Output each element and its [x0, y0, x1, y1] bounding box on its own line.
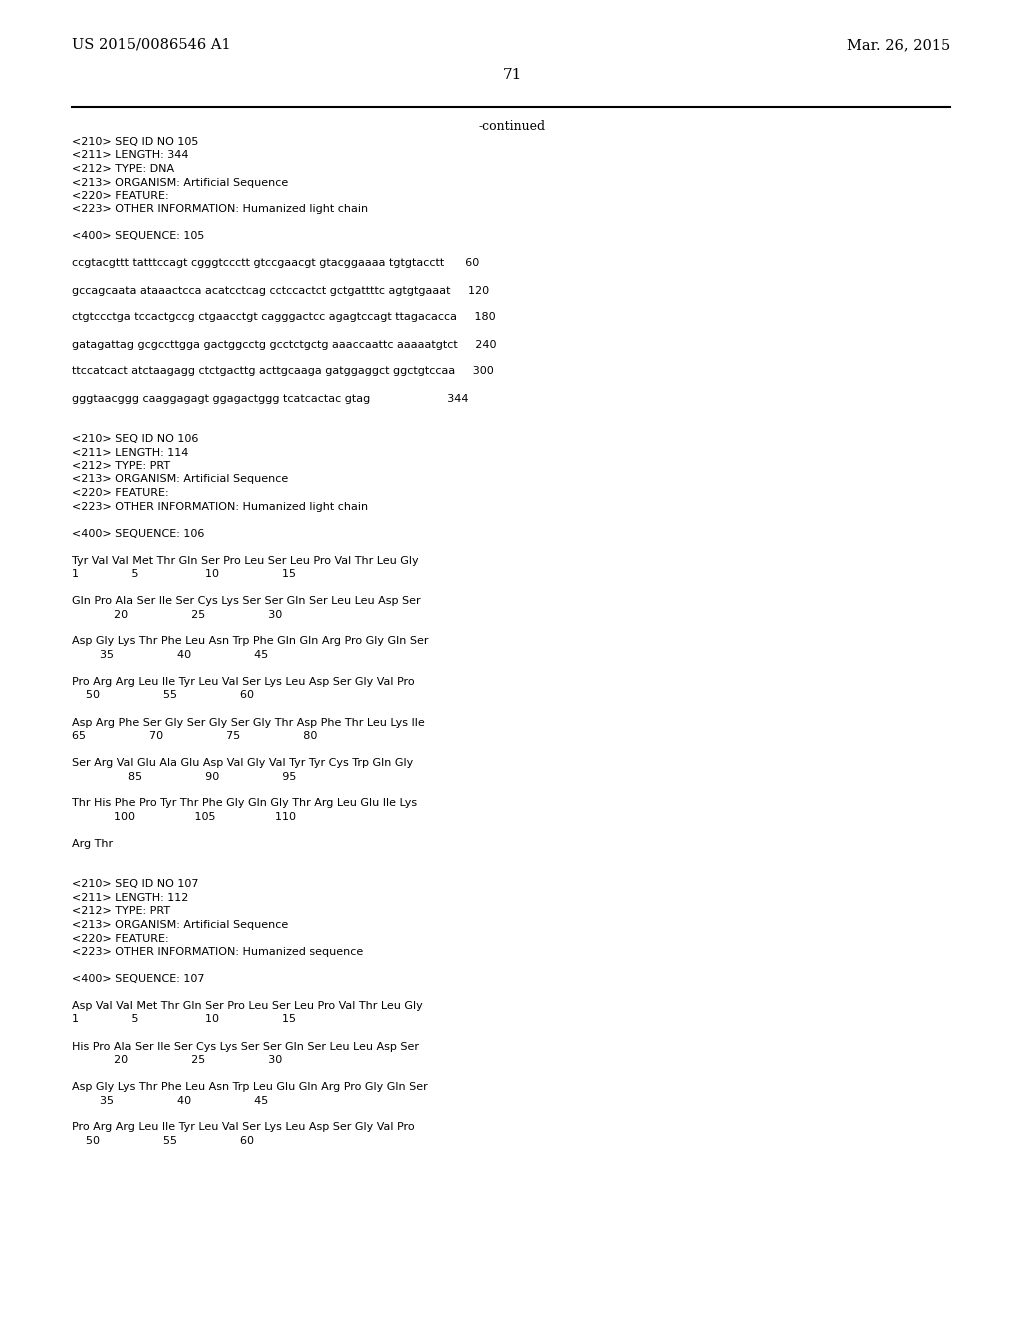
Text: Tyr Val Val Met Thr Gln Ser Pro Leu Ser Leu Pro Val Thr Leu Gly: Tyr Val Val Met Thr Gln Ser Pro Leu Ser … [72, 556, 419, 565]
Text: <220> FEATURE:: <220> FEATURE: [72, 933, 169, 944]
Text: -continued: -continued [478, 120, 546, 133]
Text: <212> TYPE: PRT: <212> TYPE: PRT [72, 907, 170, 916]
Text: <213> ORGANISM: Artificial Sequence: <213> ORGANISM: Artificial Sequence [72, 920, 288, 931]
Text: <212> TYPE: DNA: <212> TYPE: DNA [72, 164, 174, 174]
Text: <213> ORGANISM: Artificial Sequence: <213> ORGANISM: Artificial Sequence [72, 474, 288, 484]
Text: Thr His Phe Pro Tyr Thr Phe Gly Gln Gly Thr Arg Leu Glu Ile Lys: Thr His Phe Pro Tyr Thr Phe Gly Gln Gly … [72, 799, 417, 808]
Text: <211> LENGTH: 344: <211> LENGTH: 344 [72, 150, 188, 161]
Text: 85                  90                  95: 85 90 95 [72, 771, 296, 781]
Text: His Pro Ala Ser Ile Ser Cys Lys Ser Ser Gln Ser Leu Leu Asp Ser: His Pro Ala Ser Ile Ser Cys Lys Ser Ser … [72, 1041, 419, 1052]
Text: 20                  25                  30: 20 25 30 [72, 610, 283, 619]
Text: Ser Arg Val Glu Ala Glu Asp Val Gly Val Tyr Tyr Cys Trp Gln Gly: Ser Arg Val Glu Ala Glu Asp Val Gly Val … [72, 758, 414, 768]
Text: Asp Gly Lys Thr Phe Leu Asn Trp Leu Glu Gln Arg Pro Gly Gln Ser: Asp Gly Lys Thr Phe Leu Asn Trp Leu Glu … [72, 1082, 428, 1092]
Text: <400> SEQUENCE: 107: <400> SEQUENCE: 107 [72, 974, 205, 983]
Text: 71: 71 [503, 69, 521, 82]
Text: gggtaacggg caaggagagt ggagactggg tcatcactac gtag                      344: gggtaacggg caaggagagt ggagactggg tcatcac… [72, 393, 469, 404]
Text: <223> OTHER INFORMATION: Humanized light chain: <223> OTHER INFORMATION: Humanized light… [72, 502, 368, 511]
Text: Pro Arg Arg Leu Ile Tyr Leu Val Ser Lys Leu Asp Ser Gly Val Pro: Pro Arg Arg Leu Ile Tyr Leu Val Ser Lys … [72, 1122, 415, 1133]
Text: ctgtccctga tccactgccg ctgaacctgt cagggactcc agagtccagt ttagacacca     180: ctgtccctga tccactgccg ctgaacctgt cagggac… [72, 313, 496, 322]
Text: <223> OTHER INFORMATION: Humanized light chain: <223> OTHER INFORMATION: Humanized light… [72, 205, 368, 214]
Text: 100                 105                 110: 100 105 110 [72, 812, 296, 822]
Text: <210> SEQ ID NO 105: <210> SEQ ID NO 105 [72, 137, 199, 147]
Text: 1               5                   10                  15: 1 5 10 15 [72, 1015, 296, 1024]
Text: <400> SEQUENCE: 105: <400> SEQUENCE: 105 [72, 231, 205, 242]
Text: <220> FEATURE:: <220> FEATURE: [72, 488, 169, 498]
Text: gccagcaata ataaactcca acatcctcag cctccactct gctgattttc agtgtgaaat     120: gccagcaata ataaactcca acatcctcag cctccac… [72, 285, 489, 296]
Text: 35                  40                  45: 35 40 45 [72, 1096, 268, 1106]
Text: <223> OTHER INFORMATION: Humanized sequence: <223> OTHER INFORMATION: Humanized seque… [72, 946, 364, 957]
Text: US 2015/0086546 A1: US 2015/0086546 A1 [72, 38, 230, 51]
Text: Pro Arg Arg Leu Ile Tyr Leu Val Ser Lys Leu Asp Ser Gly Val Pro: Pro Arg Arg Leu Ile Tyr Leu Val Ser Lys … [72, 677, 415, 686]
Text: <210> SEQ ID NO 107: <210> SEQ ID NO 107 [72, 879, 199, 890]
Text: <210> SEQ ID NO 106: <210> SEQ ID NO 106 [72, 434, 199, 444]
Text: <220> FEATURE:: <220> FEATURE: [72, 191, 169, 201]
Text: ttccatcact atctaagagg ctctgacttg acttgcaaga gatggaggct ggctgtccaa     300: ttccatcact atctaagagg ctctgacttg acttgca… [72, 367, 494, 376]
Text: <212> TYPE: PRT: <212> TYPE: PRT [72, 461, 170, 471]
Text: 20                  25                  30: 20 25 30 [72, 1055, 283, 1065]
Text: 1               5                   10                  15: 1 5 10 15 [72, 569, 296, 579]
Text: 50                  55                  60: 50 55 60 [72, 1137, 254, 1146]
Text: Asp Gly Lys Thr Phe Leu Asn Trp Phe Gln Gln Arg Pro Gly Gln Ser: Asp Gly Lys Thr Phe Leu Asn Trp Phe Gln … [72, 636, 428, 647]
Text: <211> LENGTH: 112: <211> LENGTH: 112 [72, 894, 188, 903]
Text: Gln Pro Ala Ser Ile Ser Cys Lys Ser Ser Gln Ser Leu Leu Asp Ser: Gln Pro Ala Ser Ile Ser Cys Lys Ser Ser … [72, 597, 421, 606]
Text: <213> ORGANISM: Artificial Sequence: <213> ORGANISM: Artificial Sequence [72, 177, 288, 187]
Text: Mar. 26, 2015: Mar. 26, 2015 [847, 38, 950, 51]
Text: ccgtacgttt tatttccagt cgggtccctt gtccgaacgt gtacggaaaa tgtgtacctt      60: ccgtacgttt tatttccagt cgggtccctt gtccgaa… [72, 259, 479, 268]
Text: Asp Arg Phe Ser Gly Ser Gly Ser Gly Thr Asp Phe Thr Leu Lys Ile: Asp Arg Phe Ser Gly Ser Gly Ser Gly Thr … [72, 718, 425, 727]
Text: Arg Thr: Arg Thr [72, 840, 113, 849]
Text: 65                  70                  75                  80: 65 70 75 80 [72, 731, 317, 741]
Text: <211> LENGTH: 114: <211> LENGTH: 114 [72, 447, 188, 458]
Text: gatagattag gcgccttgga gactggcctg gcctctgctg aaaccaattc aaaaatgtct     240: gatagattag gcgccttgga gactggcctg gcctctg… [72, 339, 497, 350]
Text: Asp Val Val Met Thr Gln Ser Pro Leu Ser Leu Pro Val Thr Leu Gly: Asp Val Val Met Thr Gln Ser Pro Leu Ser … [72, 1001, 423, 1011]
Text: <400> SEQUENCE: 106: <400> SEQUENCE: 106 [72, 528, 205, 539]
Text: 35                  40                  45: 35 40 45 [72, 649, 268, 660]
Text: 50                  55                  60: 50 55 60 [72, 690, 254, 701]
